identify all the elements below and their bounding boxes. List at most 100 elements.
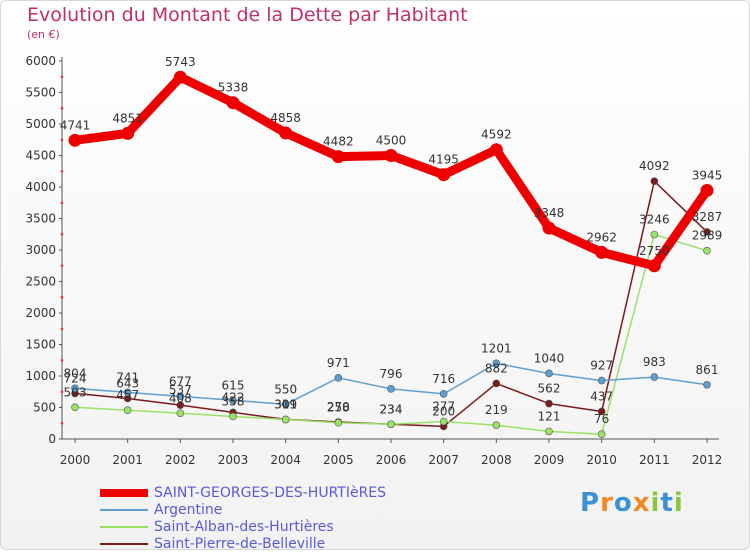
chart-subtitle: (en €) xyxy=(27,28,60,41)
y-tick-label: 3500 xyxy=(25,212,56,226)
x-tick-label: 2005 xyxy=(323,453,354,467)
logo-letter: o xyxy=(613,488,633,518)
x-tick-label: 2012 xyxy=(692,453,723,467)
logo-letter: t xyxy=(660,488,674,518)
data-label: 4482 xyxy=(323,135,354,149)
data-point xyxy=(650,230,659,239)
data-label: 983 xyxy=(643,355,666,369)
data-label: 121 xyxy=(538,409,561,423)
data-point xyxy=(439,417,448,426)
data-point xyxy=(703,228,711,236)
data-label: 503 xyxy=(64,385,87,399)
data-point xyxy=(281,415,290,424)
y-tick-label: 6000 xyxy=(25,54,56,68)
data-point xyxy=(121,126,135,140)
data-point xyxy=(437,168,451,182)
data-point xyxy=(595,245,609,259)
data-label: 311 xyxy=(274,397,297,411)
x-tick-label: 2008 xyxy=(481,453,512,467)
data-label: 882 xyxy=(485,361,508,375)
data-label: 4741 xyxy=(60,118,91,132)
legend-item: Argentine xyxy=(100,502,222,518)
data-point xyxy=(545,369,553,378)
data-label: 3348 xyxy=(534,206,565,220)
data-label: 861 xyxy=(696,363,719,377)
data-label: 562 xyxy=(538,382,561,396)
data-label: 2750 xyxy=(639,244,670,258)
data-label: 200 xyxy=(432,404,455,418)
data-label: 4195 xyxy=(428,153,459,167)
data-point xyxy=(492,421,501,430)
legend-label: SAINT-GEORGES-DES-HURTIèRES xyxy=(154,485,387,501)
data-point xyxy=(492,359,501,368)
data-label: 804 xyxy=(64,366,87,380)
data-label: 1201 xyxy=(481,341,512,355)
data-point xyxy=(71,403,79,412)
data-point xyxy=(176,401,185,409)
x-tick-label: 2011 xyxy=(639,453,670,467)
data-label: 4092 xyxy=(639,159,670,173)
data-point xyxy=(229,412,237,421)
legend-swatch xyxy=(100,526,148,528)
data-label: 408 xyxy=(169,391,192,405)
y-tick-label: 2000 xyxy=(25,306,56,320)
data-label: 234 xyxy=(380,402,403,416)
x-tick-label: 2000 xyxy=(60,453,91,467)
data-point xyxy=(650,177,659,186)
data-label: 2962 xyxy=(586,230,617,244)
y-minor-tick xyxy=(60,232,64,236)
data-label: 422 xyxy=(222,390,245,404)
legend-label: Saint-Pierre-de-Belleville xyxy=(154,536,326,552)
data-point xyxy=(647,259,661,273)
data-point xyxy=(123,406,132,415)
data-point xyxy=(439,390,448,398)
y-tick-label: 5000 xyxy=(25,117,56,131)
legend-swatch xyxy=(100,543,148,545)
data-label: 927 xyxy=(590,359,613,373)
data-label: 4858 xyxy=(270,111,301,125)
data-point xyxy=(597,376,606,385)
x-tick-label: 2001 xyxy=(112,453,143,467)
y-minor-tick xyxy=(60,295,64,299)
data-point xyxy=(387,420,395,429)
data-label: 550 xyxy=(274,382,297,396)
data-label: 1040 xyxy=(534,351,565,365)
data-label: 309 xyxy=(274,398,297,412)
data-label: 716 xyxy=(432,372,455,386)
data-label: 615 xyxy=(222,378,245,392)
data-point xyxy=(700,183,714,197)
x-tick-label: 2009 xyxy=(534,453,565,467)
data-point xyxy=(545,427,553,436)
data-label: 537 xyxy=(169,383,192,397)
data-point xyxy=(123,388,132,397)
y-tick-label: 4000 xyxy=(25,180,56,194)
data-label: 358 xyxy=(222,394,245,408)
data-label: 457 xyxy=(116,388,139,402)
data-label: 643 xyxy=(116,376,139,390)
data-label: 219 xyxy=(485,403,508,417)
data-point xyxy=(650,373,659,381)
data-label: 677 xyxy=(169,374,192,388)
data-point xyxy=(597,407,606,416)
y-tick-label: 3000 xyxy=(25,243,56,257)
x-tick-label: 2004 xyxy=(270,453,301,467)
y-minor-tick xyxy=(60,390,64,394)
data-point xyxy=(331,150,345,164)
data-label: 3246 xyxy=(639,213,670,227)
legend-label: Saint-Alban-des-Hurtières xyxy=(154,519,334,535)
legend-item: SAINT-GEORGES-DES-HURTIèRES xyxy=(100,485,386,501)
y-tick-label: 0 xyxy=(48,432,56,446)
data-label: 4500 xyxy=(376,134,407,148)
data-point xyxy=(703,380,711,389)
data-label: 277 xyxy=(432,400,455,414)
y-minor-tick xyxy=(60,264,64,268)
y-minor-tick xyxy=(60,201,64,205)
data-label: 76 xyxy=(594,412,609,426)
data-label: 437 xyxy=(590,389,613,403)
legend-swatch xyxy=(100,509,148,511)
legend-swatch xyxy=(100,489,148,497)
y-minor-tick xyxy=(60,75,64,79)
data-label: 796 xyxy=(380,367,403,381)
logo-letter: P xyxy=(580,488,601,518)
